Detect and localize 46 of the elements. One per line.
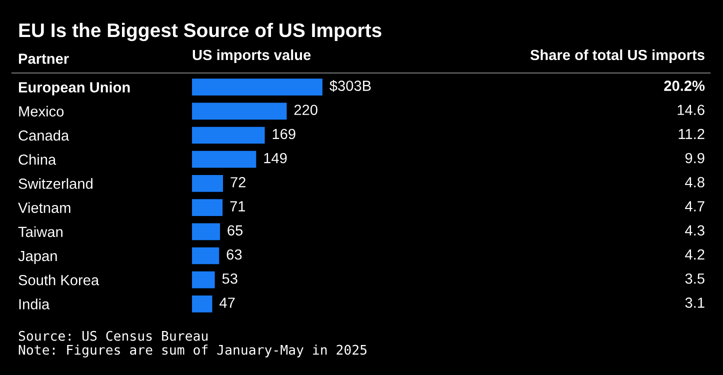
data-label: 53 xyxy=(222,273,238,284)
data-label: 71 xyxy=(230,201,246,212)
bar xyxy=(192,102,287,120)
y-axis-title: Partner xyxy=(18,54,69,64)
y-tick-label: Switzerland xyxy=(18,178,92,189)
bar xyxy=(192,247,220,264)
text: Share of total US imports xyxy=(530,49,704,64)
bar xyxy=(192,126,265,144)
data-label: 11.2 xyxy=(678,128,704,140)
data-label: 4.3 xyxy=(685,225,704,236)
bar xyxy=(192,78,322,96)
data-label: 14.6 xyxy=(678,104,704,116)
data-label: 169 xyxy=(272,128,296,140)
y-tick-label: China xyxy=(18,154,56,165)
data-label: 4.7 xyxy=(685,201,704,212)
data-label: $303B xyxy=(330,80,371,92)
data-label: 63 xyxy=(226,249,242,260)
bar xyxy=(192,271,215,288)
y-tick-label: Canada xyxy=(18,130,70,141)
chart-title: EU Is the Biggest Source of US Imports xyxy=(19,22,382,42)
bar xyxy=(192,296,212,312)
y-tick-label: South Korea xyxy=(18,274,100,286)
y-tick-label: European Union xyxy=(18,82,130,96)
y-tick-label: India xyxy=(19,298,50,310)
bar xyxy=(192,150,256,168)
y-tick-label: Taiwan xyxy=(18,226,62,238)
data-label: 65 xyxy=(228,225,243,236)
y-tick-label: Mexico xyxy=(19,106,64,117)
data-label: 9.9 xyxy=(685,152,704,164)
bar xyxy=(192,199,223,216)
y-tick-label: Japan xyxy=(18,251,57,264)
text: Note: Figures are sum of January-May in 2025 xyxy=(18,344,366,358)
data-label: 220 xyxy=(294,104,318,116)
data-label: 4.8 xyxy=(685,177,704,188)
data-label: 149 xyxy=(264,152,287,164)
source-note: Source: US Census Bureau xyxy=(18,330,208,341)
data-label: 3.5 xyxy=(685,273,704,284)
data-label: 4.2 xyxy=(685,249,704,260)
y-tick-label: Vietnam xyxy=(18,202,70,213)
data-label: 3.1 xyxy=(685,298,704,308)
bar xyxy=(192,175,223,192)
data-label: 20.2% xyxy=(664,80,705,91)
data-label: 47 xyxy=(220,298,235,308)
x-axis-title: US imports value xyxy=(192,49,311,64)
bar xyxy=(192,223,220,240)
data-label: 72 xyxy=(230,177,246,188)
